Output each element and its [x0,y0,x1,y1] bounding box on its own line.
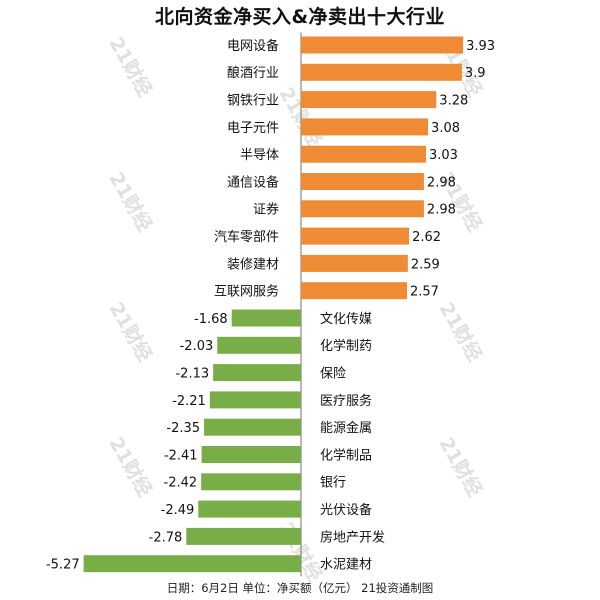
watermark-text: 21财经 [435,298,487,365]
category-label: 水泥建材 [320,558,372,573]
value-label: 2.59 [411,257,440,272]
value-label: 3.03 [429,148,458,163]
value-label: 2.98 [427,203,456,218]
category-label: 通信设备 [227,174,279,190]
bar [198,500,301,518]
bar [301,254,408,272]
bar [301,227,410,245]
bar [209,391,301,409]
category-label: 电子元件 [227,121,279,136]
category-label: 钢铁行业 [227,94,279,109]
value-label: -5.27 [46,558,80,573]
bar [301,282,408,300]
bar [301,36,464,54]
category-label: 电网设备 [227,38,279,54]
category-label: 化学制药 [320,338,372,354]
category-label: 银行 [320,476,346,491]
value-label: 3.08 [431,121,460,136]
category-label: 半导体 [240,148,279,163]
bar [231,309,301,327]
watermark-text: 21财经 [105,168,157,235]
category-label: 化学制品 [320,447,372,463]
bar [213,364,301,382]
value-label: 2.57 [410,285,439,300]
category-label: 能源金属 [320,420,372,436]
chart-footer: 日期：6月2日 单位：净买额（亿元） 21投资通制图 [166,581,434,595]
labels-layer: 3.93 电网设备 3.9 酿酒行业 3.28 钢铁行业 3.08 电子元件 3.03 半导体 2.… [46,38,495,573]
bar [186,527,301,545]
category-label: 证券 [253,202,279,218]
value-label: -2.35 [166,421,200,436]
value-label: -2.78 [149,530,183,545]
bar [301,91,437,109]
bar [201,473,301,491]
value-label: -2.03 [180,339,214,354]
value-label: 3.28 [439,94,468,109]
value-label: -2.21 [172,394,206,409]
value-label: -2.13 [175,367,209,382]
bar [217,336,301,354]
category-label: 光伏设备 [320,502,372,518]
bar [301,200,424,218]
watermark-text: 21财经 [435,433,487,500]
value-label: -2.49 [161,503,195,518]
value-label: 2.62 [412,230,441,245]
watermark-text: 21财经 [105,33,157,100]
category-label: 医疗服务 [320,393,372,409]
value-label: 2.98 [427,175,456,190]
value-label: 3.93 [466,39,495,54]
bar [204,418,301,436]
bars-layer [83,32,464,577]
bar [301,63,462,81]
bar [301,118,429,136]
category-label: 文化传媒 [320,312,372,327]
value-label: 3.9 [465,66,486,81]
bar [301,145,426,163]
bar [201,446,301,463]
watermark-text: 21财经 [105,433,157,500]
category-label: 互联网服务 [214,284,279,300]
category-label: 装修建材 [227,257,279,272]
value-label: -2.41 [164,448,198,463]
value-label: -2.42 [164,476,198,491]
bar [83,555,301,573]
category-label: 汽车零部件 [214,229,279,245]
category-label: 房地产开发 [320,529,385,545]
value-label: -1.68 [194,312,228,327]
category-label: 保险 [320,367,346,382]
category-label: 酿酒行业 [227,65,279,81]
chart-title: 北向资金净买入&净卖出十大行业 [154,6,446,28]
bar [301,173,424,190]
watermark-text: 21财经 [105,298,157,365]
